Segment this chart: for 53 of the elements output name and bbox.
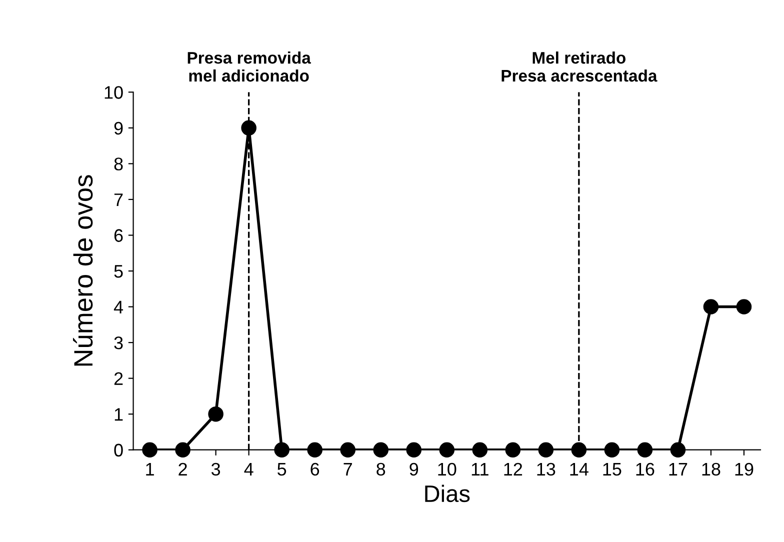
- x-tick-label: 10: [438, 462, 456, 476]
- point: [571, 442, 587, 458]
- point: [373, 442, 388, 458]
- x-tick-label: 17: [669, 463, 688, 476]
- point: [208, 406, 224, 422]
- x-tick-label: 18: [702, 462, 720, 476]
- x-tick-label: 1: [146, 463, 154, 476]
- x-tick-label: 3: [211, 462, 220, 476]
- ref-line-label: Mel retirado Presa acrescentada: [502, 51, 658, 82]
- x-tick-label: 4: [244, 463, 254, 476]
- y-axis-title: Número de ovos: [73, 175, 93, 366]
- y-tick-label: 4: [114, 300, 124, 314]
- y-tick-label: 10: [104, 86, 123, 99]
- point: [406, 442, 422, 458]
- x-tick-label: 9: [410, 462, 418, 476]
- y-tick-label: 1: [114, 408, 123, 421]
- x-tick-label: 8: [376, 462, 386, 476]
- y-tick-label: 2: [114, 372, 123, 385]
- point: [538, 442, 554, 458]
- x-tick-label: 15: [603, 463, 622, 476]
- point: [472, 442, 488, 458]
- x-tick-label: 16: [636, 462, 654, 476]
- point: [274, 442, 290, 458]
- ref-line-label: Presa removida mel adicionado: [188, 51, 311, 82]
- x-tick-label: 14: [570, 463, 588, 476]
- x-tick-label: 13: [537, 462, 556, 476]
- point: [175, 442, 190, 458]
- y-tick-label: 7: [114, 194, 123, 206]
- x-tick-label: 2: [178, 462, 187, 476]
- x-tick-label: 7: [344, 463, 352, 476]
- x-tick-label: 11: [472, 463, 488, 476]
- point: [241, 120, 256, 136]
- x-tick-label: 12: [504, 462, 522, 476]
- point: [670, 442, 686, 458]
- point: [637, 442, 653, 458]
- y-tick-label: 9: [114, 122, 123, 135]
- point: [736, 299, 752, 314]
- y-tick-label: 6: [114, 229, 123, 242]
- point: [340, 442, 356, 458]
- point: [703, 299, 719, 314]
- x-axis-title: Dias: [425, 484, 470, 502]
- y-tick-label: 3: [114, 336, 123, 350]
- point: [505, 442, 521, 458]
- y-tick-label: 0: [114, 444, 123, 457]
- x-tick-label: 19: [735, 462, 754, 476]
- y-tick-label: 8: [114, 158, 123, 170]
- x-tick-label: 5: [278, 463, 286, 476]
- point: [604, 442, 620, 458]
- point: [307, 442, 322, 458]
- point: [142, 442, 158, 458]
- point: [439, 442, 455, 458]
- y-tick-label: 5: [114, 265, 123, 278]
- x-tick-label: 6: [310, 462, 320, 476]
